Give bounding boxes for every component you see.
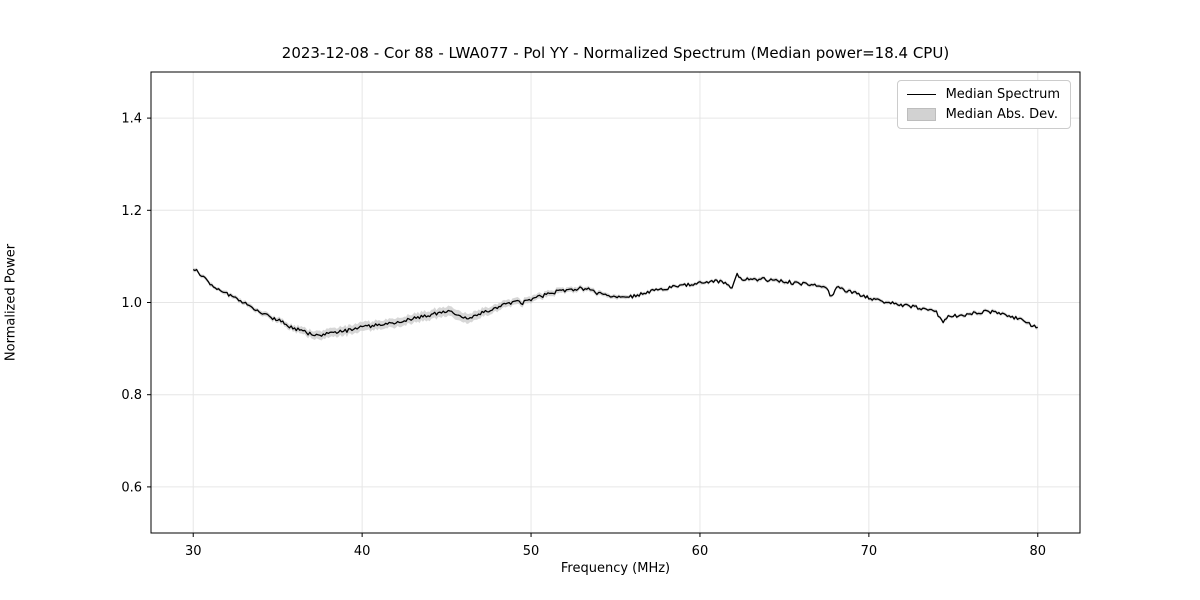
chart-title: 2023-12-08 - Cor 88 - LWA077 - Pol YY - … <box>281 44 950 62</box>
x-tick-label: 50 <box>523 544 540 559</box>
x-tick-label: 80 <box>1029 544 1046 559</box>
x-tick-label: 70 <box>861 544 878 559</box>
y-tick-label: 1.2 <box>121 204 142 219</box>
median-spectrum-line <box>192 268 1038 337</box>
y-axis-label: Normalized Power <box>3 243 19 362</box>
legend-item-median-spectrum: Median Spectrum <box>906 87 1060 102</box>
y-tick-label: 1.4 <box>121 112 142 127</box>
legend-label-median-abs-dev: Median Abs. Dev. <box>945 107 1059 122</box>
legend-item-median-abs-dev: Median Abs. Dev. <box>906 107 1060 122</box>
y-tick-label: 1.0 <box>121 296 142 311</box>
legend: Median Spectrum Median Abs. Dev. <box>896 80 1071 129</box>
median-spectrum-line-icon <box>906 94 936 95</box>
x-tick-label: 30 <box>185 544 202 559</box>
x-tick-label: 60 <box>692 544 709 559</box>
median-abs-dev-band <box>193 267 1038 341</box>
x-tick-label: 40 <box>354 544 371 559</box>
median-abs-dev-patch-icon <box>906 108 936 121</box>
y-tick-label: 0.6 <box>121 480 142 495</box>
y-tick-label: 0.8 <box>121 388 142 403</box>
legend-label-median-spectrum: Median Spectrum <box>945 87 1060 102</box>
x-axis-label: Frequency (MHz) <box>560 561 671 576</box>
